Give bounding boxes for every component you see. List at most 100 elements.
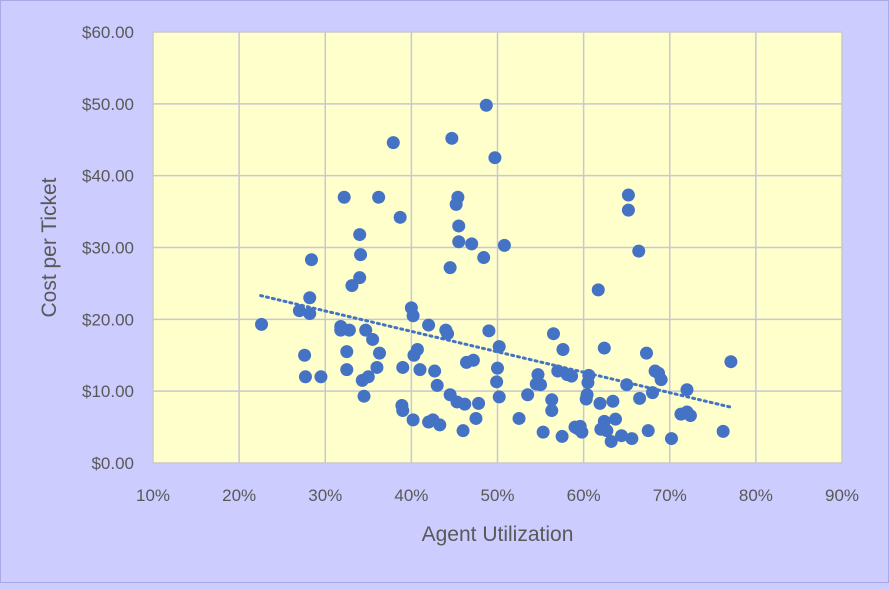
data-point — [314, 370, 328, 384]
data-point — [575, 425, 589, 439]
data-point — [545, 393, 559, 407]
data-point — [304, 253, 318, 267]
data-point — [255, 317, 269, 331]
data-point — [353, 228, 367, 242]
data-point — [606, 394, 620, 408]
y-tick-label: $20.00 — [82, 310, 134, 329]
data-point — [452, 219, 466, 233]
data-point — [337, 190, 351, 204]
data-point — [445, 131, 459, 145]
data-point — [620, 378, 634, 392]
data-point — [303, 291, 317, 305]
data-point — [633, 391, 647, 405]
data-point — [621, 203, 635, 217]
data-point — [452, 235, 466, 249]
data-point — [477, 251, 491, 265]
data-point — [370, 360, 384, 374]
data-point — [342, 323, 356, 337]
x-tick-label: 20% — [222, 486, 256, 505]
y-tick-label: $10.00 — [82, 382, 134, 401]
data-point — [639, 346, 653, 360]
y-axis-label: Cost per Ticket — [38, 177, 61, 317]
data-point — [359, 323, 373, 337]
data-point — [591, 283, 605, 297]
y-tick-label: $40.00 — [82, 167, 134, 186]
data-point — [479, 98, 493, 112]
y-tick-label: $0.00 — [91, 454, 134, 473]
data-point — [422, 318, 436, 332]
data-point — [565, 369, 579, 383]
data-point — [625, 432, 639, 446]
data-point — [340, 345, 354, 359]
data-point — [357, 389, 371, 403]
data-point — [482, 324, 496, 338]
data-point — [472, 396, 486, 410]
data-point — [497, 238, 511, 252]
data-point — [488, 151, 502, 165]
x-tick-label: 90% — [825, 486, 859, 505]
data-point — [615, 429, 629, 443]
data-point — [292, 304, 306, 318]
data-point — [353, 271, 367, 285]
data-point — [469, 411, 483, 425]
data-point — [458, 397, 472, 411]
data-point — [608, 412, 622, 426]
data-point — [393, 210, 407, 224]
y-axis-ticks: $0.00 $10.00 $20.00 $30.00 $40.00 $50.00 $60.0… — [82, 23, 134, 473]
data-point — [428, 364, 442, 378]
data-point — [600, 424, 614, 438]
data-point — [724, 355, 738, 369]
data-point — [298, 348, 312, 362]
x-tick-label: 50% — [480, 486, 514, 505]
data-point — [465, 237, 479, 251]
x-tick-label: 70% — [653, 486, 687, 505]
data-point — [413, 363, 427, 377]
x-tick-label: 80% — [739, 486, 773, 505]
data-point — [621, 188, 635, 202]
data-point — [545, 404, 559, 418]
x-axis-label: Agent Utilization — [422, 523, 574, 546]
data-point — [604, 434, 618, 448]
data-point — [593, 396, 607, 410]
data-point — [443, 261, 457, 275]
data-point — [534, 378, 548, 392]
data-point — [716, 424, 730, 438]
data-point — [580, 388, 594, 402]
y-tick-label: $50.00 — [82, 95, 134, 114]
y-tick-label: $30.00 — [82, 239, 134, 258]
data-point — [406, 309, 420, 323]
data-point — [491, 361, 504, 375]
x-axis-ticks: 10% 20% 30% 40% 50% 60% 70% 80% 90% — [136, 486, 859, 505]
data-point — [521, 388, 535, 402]
data-point — [406, 413, 420, 427]
data-point — [492, 340, 506, 354]
data-point — [410, 343, 424, 357]
data-point — [396, 404, 410, 418]
data-point — [490, 375, 504, 389]
data-point — [386, 136, 400, 150]
data-point — [303, 307, 317, 321]
x-tick-label: 60% — [567, 486, 601, 505]
data-point — [372, 190, 386, 204]
data-point — [632, 244, 646, 258]
data-point — [456, 424, 470, 438]
data-point — [441, 327, 455, 341]
data-points — [255, 98, 738, 448]
data-point — [536, 425, 550, 439]
y-tick-label: $60.00 — [82, 23, 134, 42]
data-point — [646, 386, 660, 400]
data-point — [546, 327, 560, 341]
data-point — [466, 353, 480, 367]
x-tick-label: 30% — [308, 486, 342, 505]
data-point — [298, 370, 312, 384]
data-point — [556, 343, 570, 357]
data-point — [433, 418, 447, 432]
data-point — [555, 429, 569, 443]
x-tick-label: 10% — [136, 486, 170, 505]
data-point — [451, 190, 465, 204]
data-point — [366, 332, 380, 346]
data-point — [654, 373, 668, 387]
data-point — [597, 341, 611, 355]
